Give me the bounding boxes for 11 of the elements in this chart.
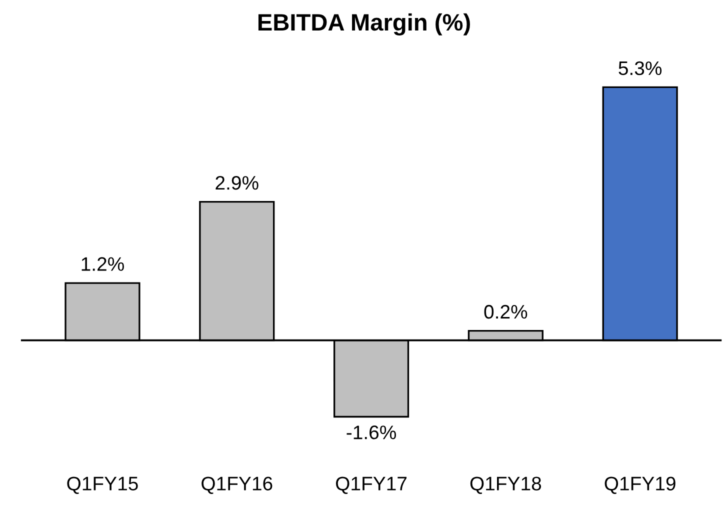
data-label: 0.2%	[484, 304, 528, 319]
x-tick-label: Q1FY17	[336, 476, 407, 494]
data-label: 1.2%	[82, 257, 124, 271]
chart-title: EBITDA Margin (%)	[258, 13, 470, 36]
data-label: 5.3%	[618, 61, 662, 76]
data-label: -1.6%	[346, 426, 396, 440]
x-tick-label: Q1FY18	[470, 476, 542, 494]
x-tick-label: Q1FY16	[202, 476, 272, 494]
x-tick-label: Q1FY19	[604, 476, 676, 494]
data-label: 2.9%	[216, 176, 258, 190]
x-tick-label: Q1FY15	[67, 476, 138, 494]
